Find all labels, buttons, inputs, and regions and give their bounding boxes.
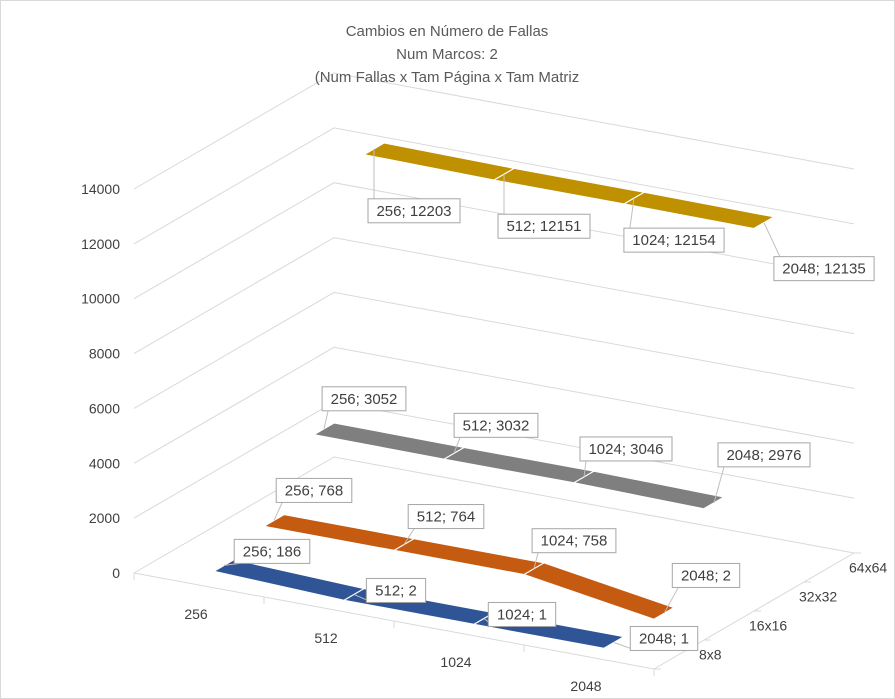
label-text: 512; 764 xyxy=(417,509,475,526)
gridline xyxy=(133,72,855,190)
y-tick-label: 2000 xyxy=(89,510,120,526)
data-label: 1024; 1 xyxy=(483,601,557,627)
label-text: 256; 768 xyxy=(285,482,343,499)
label-text: 256; 12203 xyxy=(376,203,451,220)
gridline xyxy=(133,182,855,300)
data-label: 256; 186 xyxy=(223,538,311,566)
y-tick-label: 10000 xyxy=(81,291,120,307)
x-tick-label: 512 xyxy=(314,630,338,646)
y-tick-label: 6000 xyxy=(89,400,120,416)
label-leader xyxy=(663,587,679,614)
label-text: 256; 186 xyxy=(243,543,301,560)
data-point-marker xyxy=(603,636,625,649)
y-tick-label: 0 xyxy=(112,565,120,581)
label-leader xyxy=(323,410,329,429)
label-text: 1024; 758 xyxy=(541,533,608,550)
data-point-marker xyxy=(313,422,335,436)
data-label: 512; 764 xyxy=(403,504,485,545)
label-box xyxy=(233,538,311,564)
data-label: 2048; 1 xyxy=(613,625,699,651)
axes xyxy=(133,552,861,676)
label-leader xyxy=(533,552,539,569)
data-label: 2048; 12135 xyxy=(763,222,875,282)
label-leader xyxy=(453,437,461,454)
data-labels: 256; 12203 512; 12151 1024; 12154 2048; 121… xyxy=(223,148,875,651)
gridline xyxy=(133,127,855,245)
data-label: 1024; 12154 xyxy=(623,198,725,253)
label-text: 512; 3032 xyxy=(463,417,530,434)
label-box xyxy=(497,213,591,239)
label-leader xyxy=(583,460,587,478)
gridline xyxy=(133,346,855,464)
tick-labels: 0 2000 4000 6000 8000 10000 12000 14000 256 512 10… xyxy=(81,181,887,694)
label-leader xyxy=(273,502,283,521)
series-ribbons xyxy=(212,142,776,649)
data-label: 256; 12203 xyxy=(367,148,461,224)
series-16x16 xyxy=(262,514,676,620)
x-tick-label: 256 xyxy=(184,606,208,622)
label-box xyxy=(453,412,539,438)
label-box xyxy=(629,625,699,651)
data-label: 256; 768 xyxy=(273,477,353,521)
y-tick-label: 4000 xyxy=(89,455,120,471)
label-text: 1024; 3046 xyxy=(588,441,663,458)
x-tick-label: 1024 xyxy=(440,654,471,670)
depth-tick-label: 16x16 xyxy=(749,618,787,634)
data-label: 512; 12151 xyxy=(497,174,591,239)
gridline xyxy=(133,291,855,409)
data-label: 2048; 2 xyxy=(663,562,741,614)
label-text: 2048; 2976 xyxy=(726,447,801,464)
label-box xyxy=(579,436,673,462)
data-label: 512; 3032 xyxy=(453,412,539,454)
depth-tick-label: 32x32 xyxy=(799,589,837,605)
series-ribbon xyxy=(262,514,676,620)
data-label: 2048; 2976 xyxy=(713,442,811,504)
data-label: 1024; 3046 xyxy=(579,436,673,478)
label-box xyxy=(717,442,811,468)
data-label: 256; 3052 xyxy=(321,386,407,429)
label-box xyxy=(773,256,875,282)
gridlines xyxy=(133,72,855,574)
label-text: 1024; 1 xyxy=(497,606,547,623)
label-text: 1024; 12154 xyxy=(632,232,715,249)
x-tick-label: 2048 xyxy=(570,678,601,694)
label-leader xyxy=(713,466,725,504)
label-text: 2048; 1 xyxy=(639,630,689,647)
label-box xyxy=(671,562,741,588)
label-box xyxy=(321,386,407,412)
chart-title: Cambios en Número de Fallas Num Marcos: … xyxy=(315,23,580,86)
label-text: 2048; 2 xyxy=(681,567,731,584)
y-tick-label: 8000 xyxy=(89,346,120,362)
y-tick-label: 12000 xyxy=(81,236,120,252)
label-text: 512; 2 xyxy=(375,582,417,599)
y-tick-label: 14000 xyxy=(81,181,120,197)
label-box xyxy=(623,227,725,253)
label-box xyxy=(531,528,617,554)
subtitle-line-1: Num Marcos: 2 xyxy=(396,46,498,63)
data-label: 1024; 758 xyxy=(531,528,617,569)
label-box xyxy=(275,477,353,503)
label-box xyxy=(365,577,427,603)
data-label: 512; 2 xyxy=(353,577,427,603)
title-line: Cambios en Número de Fallas xyxy=(346,23,549,40)
label-box xyxy=(407,504,485,530)
gridline xyxy=(133,237,855,355)
label-text: 512; 12151 xyxy=(506,218,581,235)
label-box xyxy=(487,601,557,627)
subtitle-line-2: (Num Fallas x Tam Página x Tam Matriz xyxy=(315,69,580,86)
label-leader xyxy=(403,528,415,545)
label-text: 256; 3052 xyxy=(331,391,398,408)
depth-tick-label: 8x8 xyxy=(699,647,722,663)
label-leader xyxy=(763,222,781,257)
label-leader xyxy=(629,198,635,229)
label-box xyxy=(367,198,461,224)
depth-tick-label: 64x64 xyxy=(849,560,887,576)
label-text: 2048; 12135 xyxy=(782,261,865,278)
gridline xyxy=(133,456,855,574)
